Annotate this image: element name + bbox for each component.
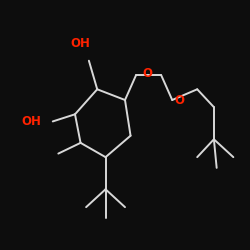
Text: OH: OH — [22, 115, 42, 128]
Text: OH: OH — [70, 37, 90, 50]
Text: O: O — [142, 67, 152, 80]
Text: O: O — [174, 94, 184, 106]
